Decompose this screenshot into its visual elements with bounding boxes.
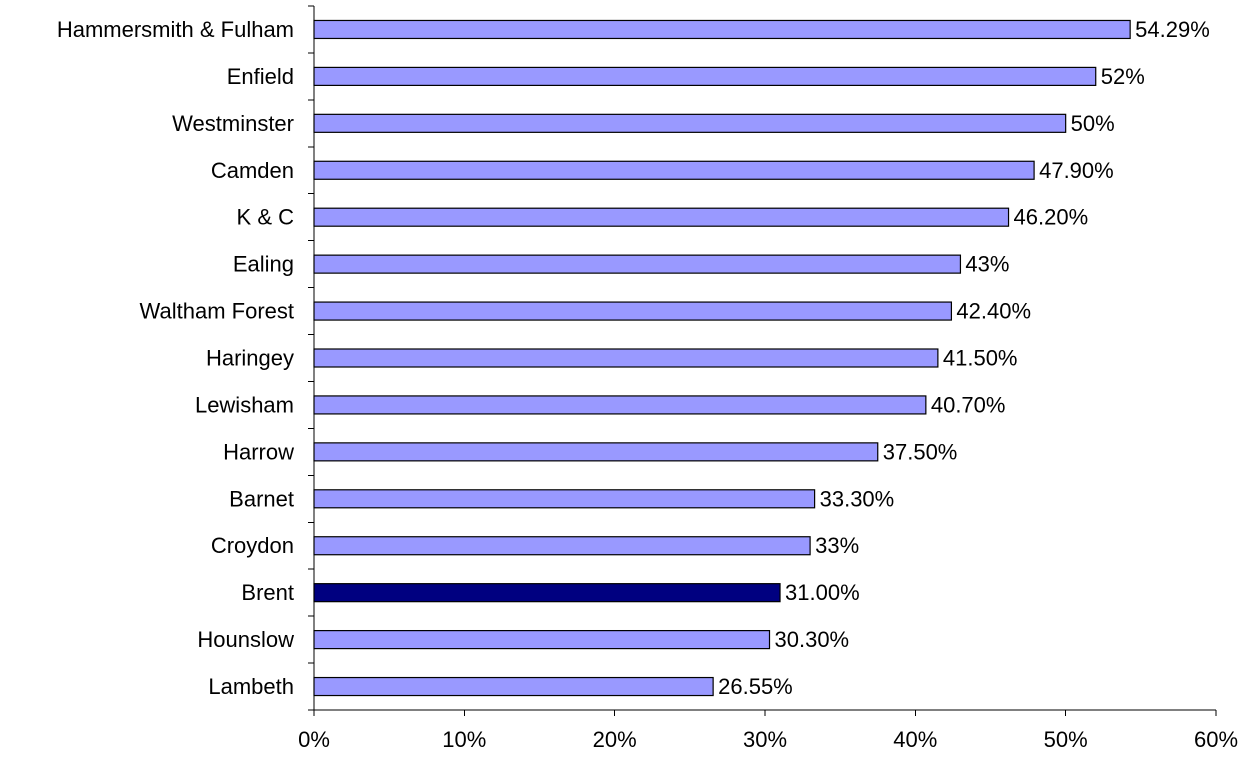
category-label-lewisham: Lewisham <box>195 392 294 417</box>
x-tick-label: 50% <box>1044 727 1088 752</box>
x-tick-label: 40% <box>893 727 937 752</box>
data-label-hammersmith-and-fulham: 54.29% <box>1135 17 1210 42</box>
data-label-barnet: 33.30% <box>820 486 895 511</box>
bar-camden <box>313 160 1035 180</box>
x-tick-label: 60% <box>1194 727 1238 752</box>
bar-harrow <box>313 442 879 462</box>
x-tick-label: 0% <box>298 727 330 752</box>
bar-westminster <box>313 113 1067 133</box>
category-label-harrow: Harrow <box>223 439 294 464</box>
bar-ealing <box>313 254 962 274</box>
category-label-waltham-forest: Waltham Forest <box>140 299 294 324</box>
category-label-croydon: Croydon <box>211 533 294 558</box>
data-label-haringey: 41.50% <box>943 346 1018 371</box>
category-label-brent: Brent <box>241 580 294 605</box>
bar-barnet <box>313 489 816 509</box>
bar-hammersmith-and-fulham <box>313 19 1131 40</box>
data-label-enfield: 52% <box>1101 64 1145 89</box>
data-label-ealing: 43% <box>965 252 1009 277</box>
x-tick-label: 20% <box>593 727 637 752</box>
labels-layer: Hammersmith & Fulham 54.29% Enfield 52% West… <box>57 17 1238 752</box>
data-label-westminster: 50% <box>1071 111 1115 136</box>
data-label-waltham-forest: 42.40% <box>956 299 1031 324</box>
category-label-lambeth: Lambeth <box>208 674 294 699</box>
bar-haringey <box>313 348 939 368</box>
data-label-lambeth: 26.55% <box>718 674 793 699</box>
data-label-lewisham: 40.70% <box>931 392 1006 417</box>
category-label-hammersmith-and-fulham: Hammersmith & Fulham <box>57 17 294 42</box>
data-label-camden: 47.90% <box>1039 158 1114 183</box>
category-label-enfield: Enfield <box>227 64 294 89</box>
category-label-haringey: Haringey <box>206 346 294 371</box>
bar-waltham-forest <box>313 301 953 321</box>
x-tick-label: 30% <box>743 727 787 752</box>
bar-lambeth <box>313 676 714 697</box>
data-label-hounslow: 30.30% <box>775 627 850 652</box>
category-label-camden: Camden <box>211 158 294 183</box>
category-label-hounslow: Hounslow <box>197 627 294 652</box>
bar-hounslow <box>313 629 771 650</box>
bar-k-and-c <box>313 207 1010 227</box>
axes-layer <box>308 5 1217 716</box>
data-label-croydon: 33% <box>815 533 859 558</box>
data-label-brent: 31.00% <box>785 580 860 605</box>
data-label-k-and-c: 46.20% <box>1014 205 1089 230</box>
category-label-k-and-c: K & C <box>237 205 295 230</box>
data-label-harrow: 37.50% <box>883 439 958 464</box>
category-label-ealing: Ealing <box>233 252 294 277</box>
bar-enfield <box>313 66 1097 87</box>
bar-croydon <box>313 536 811 556</box>
x-tick-label: 10% <box>442 727 486 752</box>
bar-lewisham <box>313 395 927 415</box>
category-label-barnet: Barnet <box>229 486 294 511</box>
category-label-westminster: Westminster <box>172 111 294 136</box>
bar-brent <box>313 583 781 603</box>
